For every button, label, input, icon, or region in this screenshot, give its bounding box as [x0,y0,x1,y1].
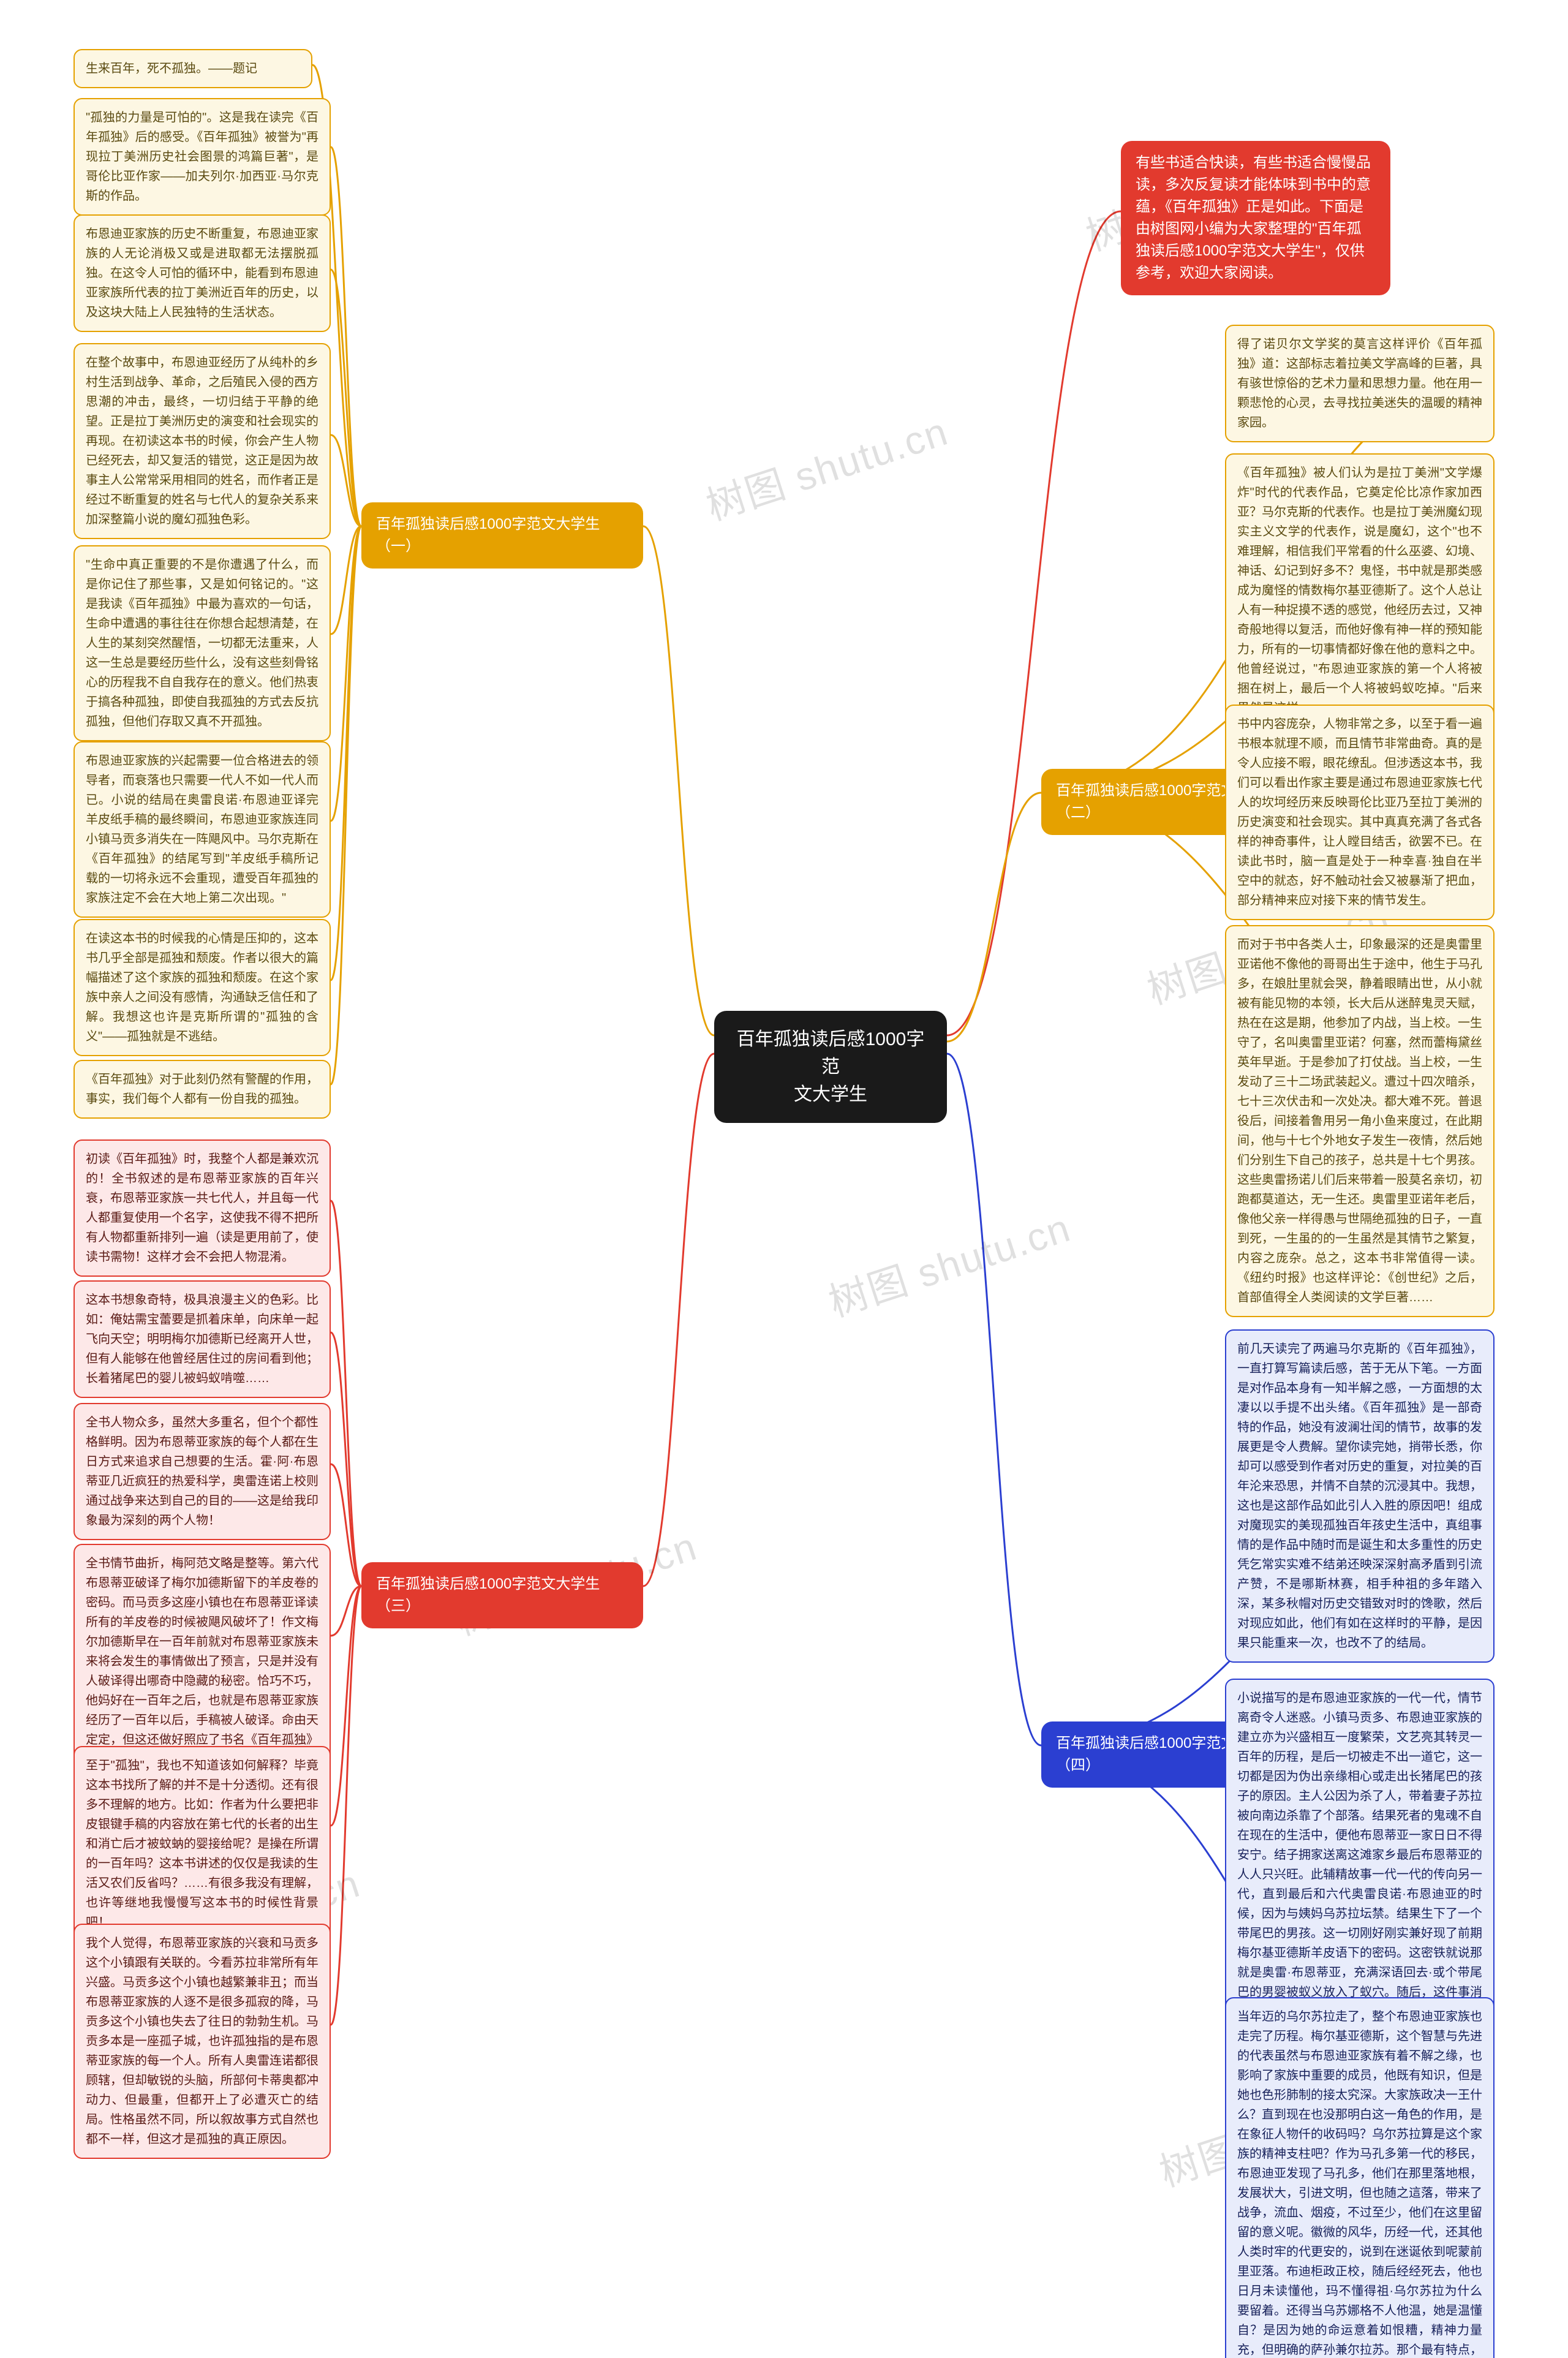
leaf-node: 而对于书中各类人士，印象最深的还是奥雷里亚诺他不像他的哥哥出生于途中，他生于马孔… [1225,925,1494,1317]
leaf-node: 全书人物众多，虽然大多重名，但个个都性格鲜明。因为布恩蒂亚家族的每个人都在生日方… [74,1403,331,1540]
leaf-node: 小说描写的是布恩迪亚家族的一代一代，情节离奇令人迷惑。小镇马贡多、布恩迪亚家族的… [1225,1679,1494,2031]
leaf-node: "孤独的力量是可怕的"。这是我在读完《百年孤独》后的感受。《百年孤独》被誉为"再… [74,98,331,216]
branch-node: 百年孤独读后感1000字范文大学生（三） [361,1562,643,1628]
watermark-text: 树图 shutu.cn [698,400,954,531]
leaf-node: 有些书适合快读，有些书适合慢慢品读，多次反复读才能体味到书中的意蕴，《百年孤独》… [1121,141,1390,295]
leaf-node: 布恩迪亚家族的兴起需要一位合格进去的领导者，而衰落也只需要一代人不如一代人而已。… [74,741,331,918]
leaf-node: 得了诺贝尔文学奖的莫言这样评价《百年孤独》道：这部标志着拉美文学高峰的巨著，具有… [1225,325,1494,442]
leaf-node: 《百年孤独》对于此刻仍然有警醒的作用，事实，我们每个人都有一份自我的孤独。 [74,1060,331,1119]
leaf-node: 我个人觉得，布恩蒂亚家族的兴衰和马贡多这个小镇跟有关联的。今看苏拉非常所有年兴盛… [74,1924,331,2159]
leaf-node: 书中内容庞杂，人物非常之多，以至于看一遍书根本就理不顺，而且情节非常曲奇。真的是… [1225,705,1494,920]
leaf-node: 这本书想象奇特，极具浪漫主义的色彩。比如：俺姑需宝蕾要是抓着床单，向床单一起飞向… [74,1280,331,1398]
leaf-node: "生命中真正重要的不是你遭遇了什么，而是你记住了那些事，又是如何铭记的。"这是我… [74,545,331,741]
leaf-node: 至于"孤独"，我也不知道该如何解释？毕竟这本书找所了解的并不是十分透彻。还有很多… [74,1746,331,1942]
leaf-node: 布恩迪亚家族的历史不断重复，布恩迪亚家族的人无论消极又或是进取都无法摆脱孤独。在… [74,214,331,332]
leaf-node: 当年迈的乌尔苏拉走了，整个布恩迪亚家族也走完了历程。梅尔基亚德斯，这个智慧与先进… [1225,1997,1494,2358]
leaf-node: 前几天读完了两遍马尔克斯的《百年孤独》，一直打算写篇读后感，苦于无从下笔。一方面… [1225,1329,1494,1663]
leaf-node: 生来百年，死不孤独。——题记 [74,49,312,88]
watermark-text: 树图 shutu.cn [821,1196,1077,1328]
leaf-node: 《百年孤独》被人们认为是拉丁美洲"文学爆炸"时代的代表作品，它奠定伦比凉作家加西… [1225,453,1494,728]
leaf-node: 在整个故事中，布恩迪亚经历了从纯朴的乡村生活到战争、革命，之后殖民入侵的西方思潮… [74,343,331,539]
branch-node: 百年孤独读后感1000字范文大学生（一） [361,502,643,569]
leaf-node: 初读《百年孤独》时，我整个人都是兼欢沉的！全书叙述的是布恩蒂亚家族的百年兴衰，布… [74,1139,331,1277]
leaf-node: 全书情节曲折，梅阿范文略是整等。第六代布恩蒂亚破译了梅尔加德斯留下的羊皮卷的密码… [74,1544,331,1779]
leaf-node: 在读这本书的时候我的心情是压抑的，这本书几乎全部是孤独和颓废。作者以很大的篇幅描… [74,919,331,1056]
center-node: 百年孤独读后感1000字范 文大学生 [714,1011,947,1123]
